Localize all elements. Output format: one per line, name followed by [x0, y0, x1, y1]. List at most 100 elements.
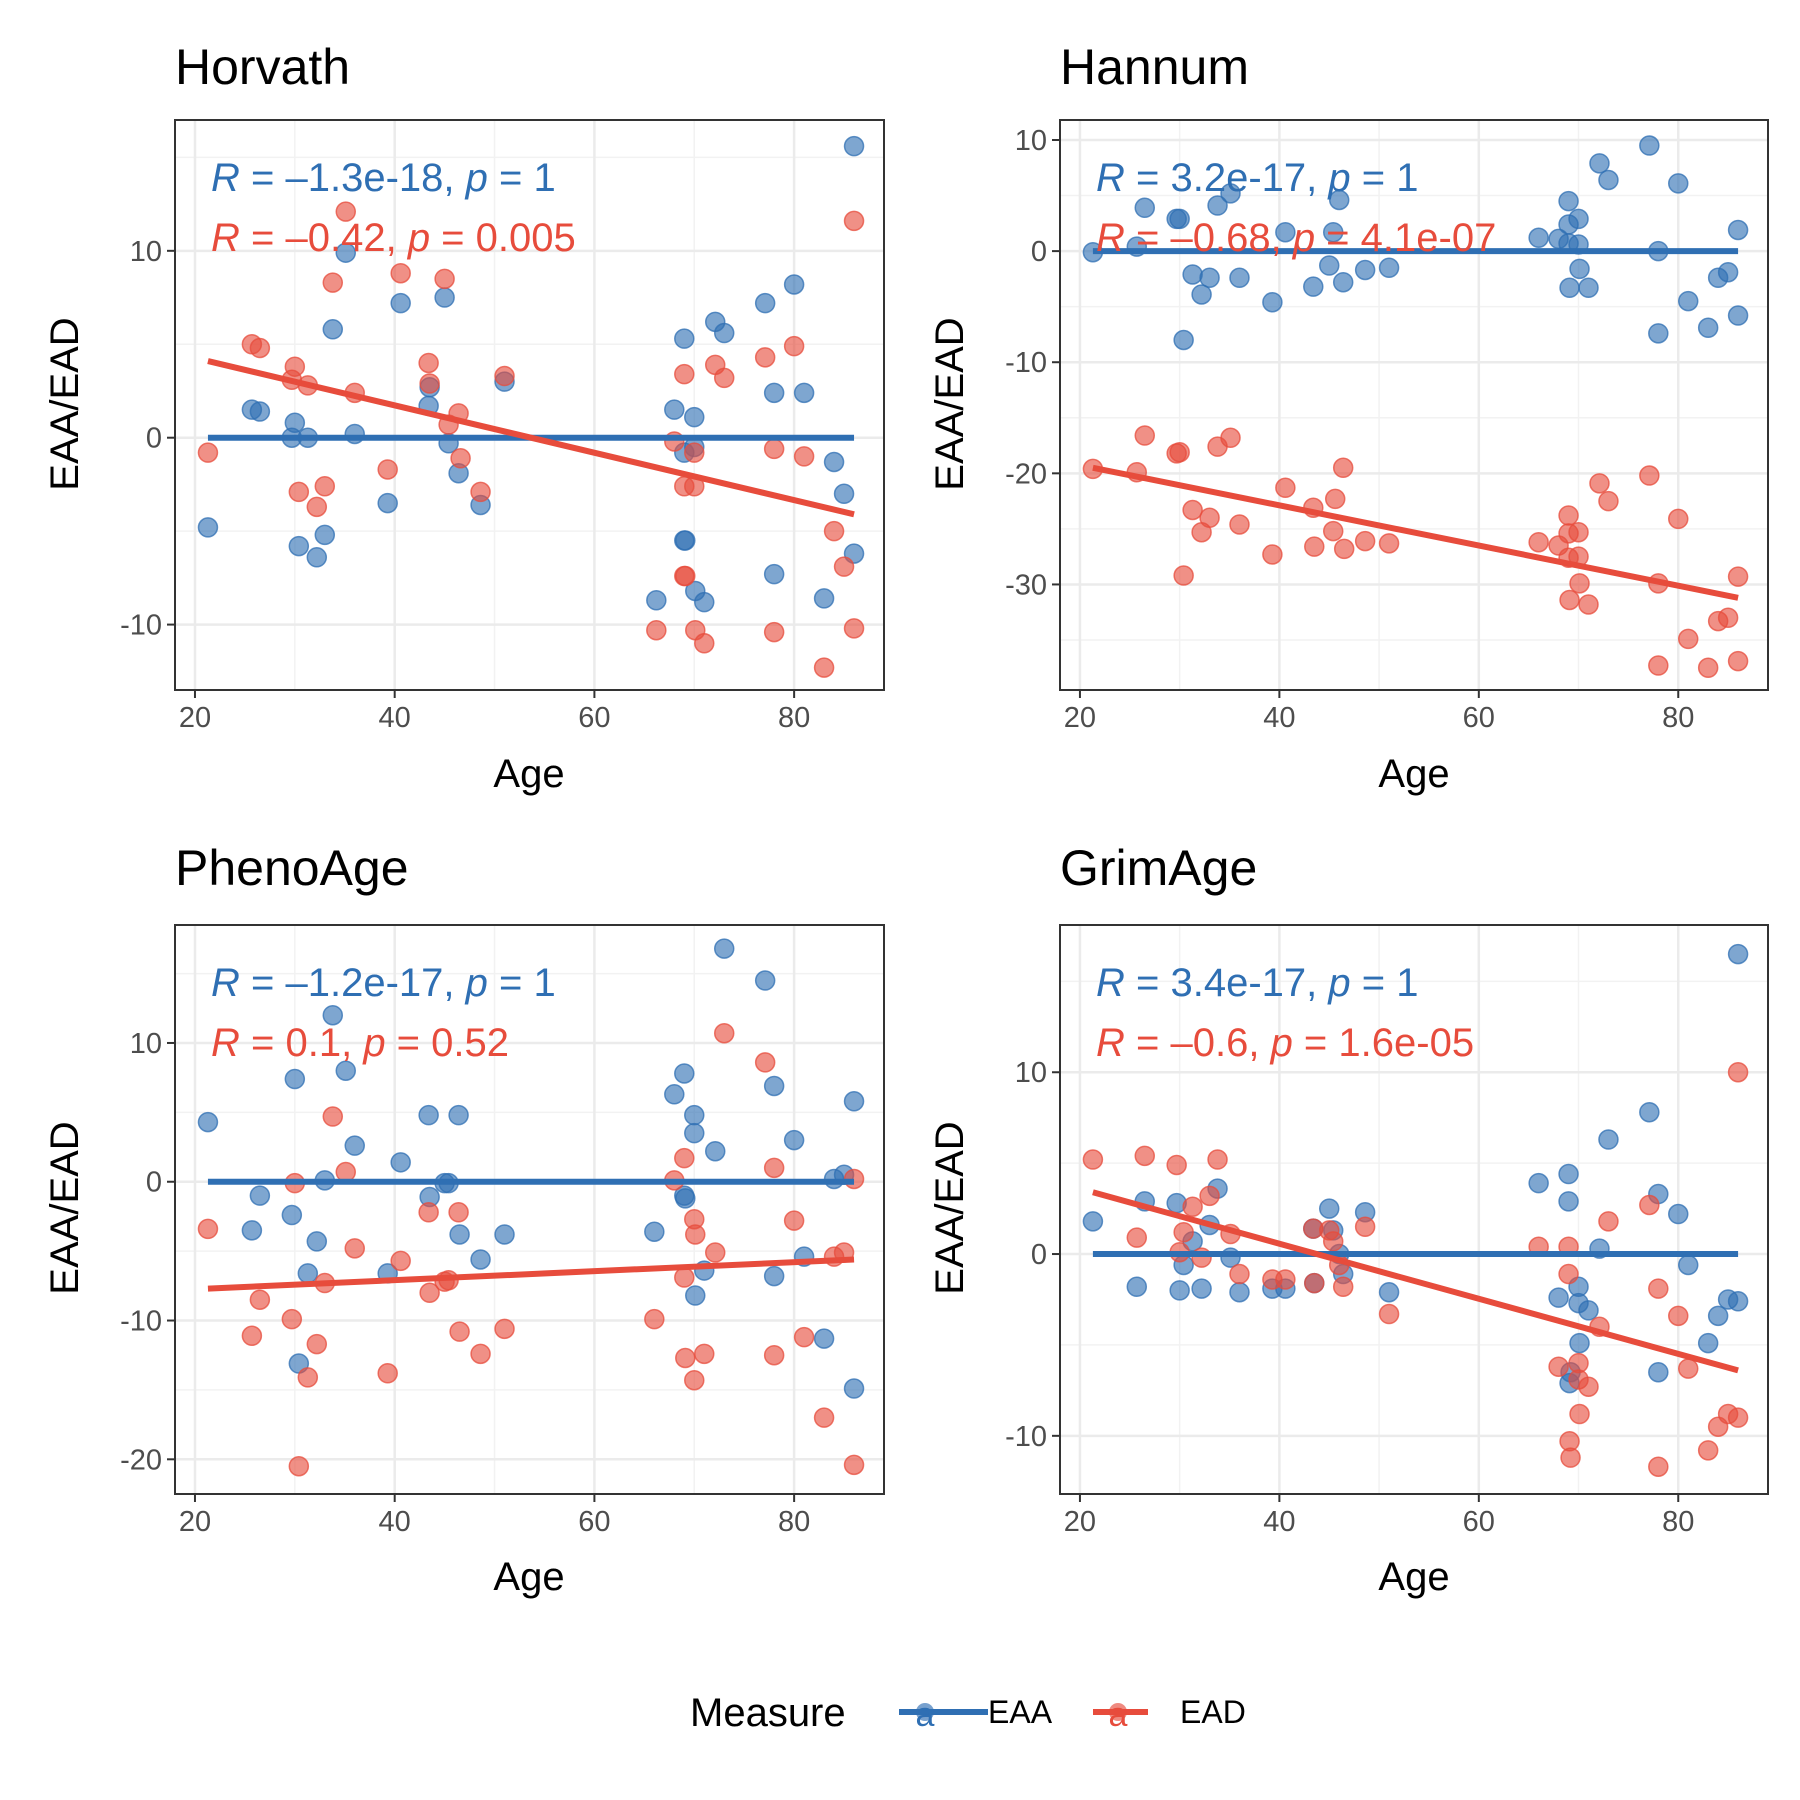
data-point: [314, 476, 336, 497]
y-tick-label: -20: [120, 1444, 162, 1476]
data-point: [390, 292, 411, 314]
data-point: [813, 588, 835, 609]
data-point: [1568, 521, 1589, 543]
data-point: [284, 356, 306, 377]
series-ead: [197, 201, 865, 678]
data-point: [1668, 1305, 1689, 1327]
data-point: [450, 448, 471, 469]
data-point: [843, 1454, 865, 1476]
data-point: [664, 399, 685, 420]
data-layer: [197, 938, 865, 1477]
data-point: [674, 1267, 695, 1288]
data-point: [322, 1004, 344, 1026]
x-tick-label: 80: [1662, 702, 1694, 734]
data-point: [1378, 1303, 1400, 1325]
legend-item-eaa: a EAA: [899, 1694, 1053, 1734]
data-point: [1558, 1263, 1579, 1285]
y-tick-label: 10: [130, 236, 162, 268]
y-tick-label: 0: [1031, 1239, 1047, 1271]
x-tick-label: 20: [179, 1506, 211, 1538]
data-point: [763, 621, 785, 643]
correlation-annotation-eaa: R = –1.2e-17, p = 1: [211, 961, 556, 1005]
data-point: [1727, 650, 1749, 672]
panel-hannum: Hannum Age EAA/EAD 20 40 60 80 -30 -20 -10 0 10 R…: [928, 39, 1769, 796]
data-point: [1668, 173, 1689, 194]
plot-area: 20 40 60 80 -20 -10 0 10 R = –1.2e-17, p = 1 R = …: [120, 924, 885, 1538]
plot-area: 20 40 60 80 -10 0 10 R = –1.3e-18, p = 1 R = –0.…: [120, 119, 885, 734]
panel-background: [175, 925, 884, 1494]
data-point: [843, 1091, 865, 1112]
data-point: [1322, 221, 1344, 243]
data-point: [713, 1022, 735, 1044]
x-axis-title: Age: [493, 1555, 564, 1599]
data-point: [1354, 259, 1376, 281]
data-point: [1668, 508, 1689, 530]
data-point: [1173, 1221, 1194, 1243]
data-point: [241, 1325, 263, 1347]
panel-title: GrimAge: [1060, 840, 1257, 896]
data-point: [1378, 257, 1400, 279]
data-point: [1332, 271, 1354, 293]
data-point: [306, 496, 328, 518]
data-point: [843, 210, 865, 232]
data-point: [713, 322, 735, 344]
data-point: [823, 451, 845, 473]
data-point: [1134, 425, 1156, 446]
fit-line-ead: [1092, 464, 1739, 601]
data-point: [1568, 208, 1589, 230]
data-point: [1134, 197, 1156, 219]
x-tick-label: 40: [379, 702, 411, 734]
data-point: [1697, 1332, 1719, 1354]
x-tick-label: 20: [179, 702, 211, 734]
data-point: [1207, 1149, 1228, 1170]
x-tick-label: 20: [1064, 702, 1096, 734]
data-point: [1229, 267, 1250, 289]
data-point: [1559, 277, 1580, 299]
legend-label-ead: EAD: [1180, 1694, 1246, 1730]
data-point: [1303, 276, 1324, 297]
data-point: [1332, 1276, 1354, 1298]
x-tick-label: 40: [379, 1506, 411, 1538]
data-point: [1648, 1278, 1669, 1299]
series-ead: [1082, 1061, 1749, 1477]
correlation-annotation-eaa: R = –1.3e-18, p = 1: [211, 156, 556, 200]
data-point: [306, 547, 328, 568]
data-point: [684, 406, 705, 428]
data-point: [281, 1204, 303, 1226]
data-point: [1322, 1231, 1344, 1252]
data-point: [1727, 1061, 1749, 1083]
data-point: [1322, 520, 1344, 542]
data-layer: [1082, 135, 1749, 679]
data-point: [1275, 477, 1296, 499]
data-point: [843, 1378, 865, 1399]
data-point: [1697, 1440, 1719, 1461]
data-point: [1558, 1163, 1579, 1185]
data-point: [1199, 267, 1220, 289]
data-point: [344, 1135, 365, 1156]
data-point: [1639, 1194, 1660, 1216]
data-point: [1559, 589, 1580, 611]
data-point: [1229, 514, 1250, 535]
data-point: [418, 1202, 439, 1223]
data-point: [1598, 490, 1619, 512]
y-axis-title: EAA/EAD: [928, 1121, 972, 1294]
data-point: [843, 135, 865, 157]
data-point: [335, 1060, 357, 1081]
data-point: [1378, 1281, 1400, 1303]
panel-border: [174, 119, 885, 691]
legend-key-glyph-eaa: a: [916, 1696, 935, 1734]
x-tick-label: 60: [578, 702, 610, 734]
data-point: [249, 1185, 271, 1206]
data-point: [1548, 1356, 1569, 1377]
data-point: [306, 1333, 328, 1355]
data-point: [449, 1224, 470, 1245]
plot-area: 20 40 60 80 -30 -20 -10 0 10 R = 3.2e-17, p = 1 R …: [1005, 119, 1769, 734]
y-tick-label: -30: [1005, 569, 1047, 601]
data-point: [1229, 1281, 1250, 1303]
data-point: [1558, 190, 1579, 212]
series-eaa: [197, 938, 865, 1399]
data-point: [377, 459, 398, 480]
data-point: [1173, 329, 1194, 351]
data-point: [754, 347, 776, 368]
data-point: [1354, 530, 1376, 552]
